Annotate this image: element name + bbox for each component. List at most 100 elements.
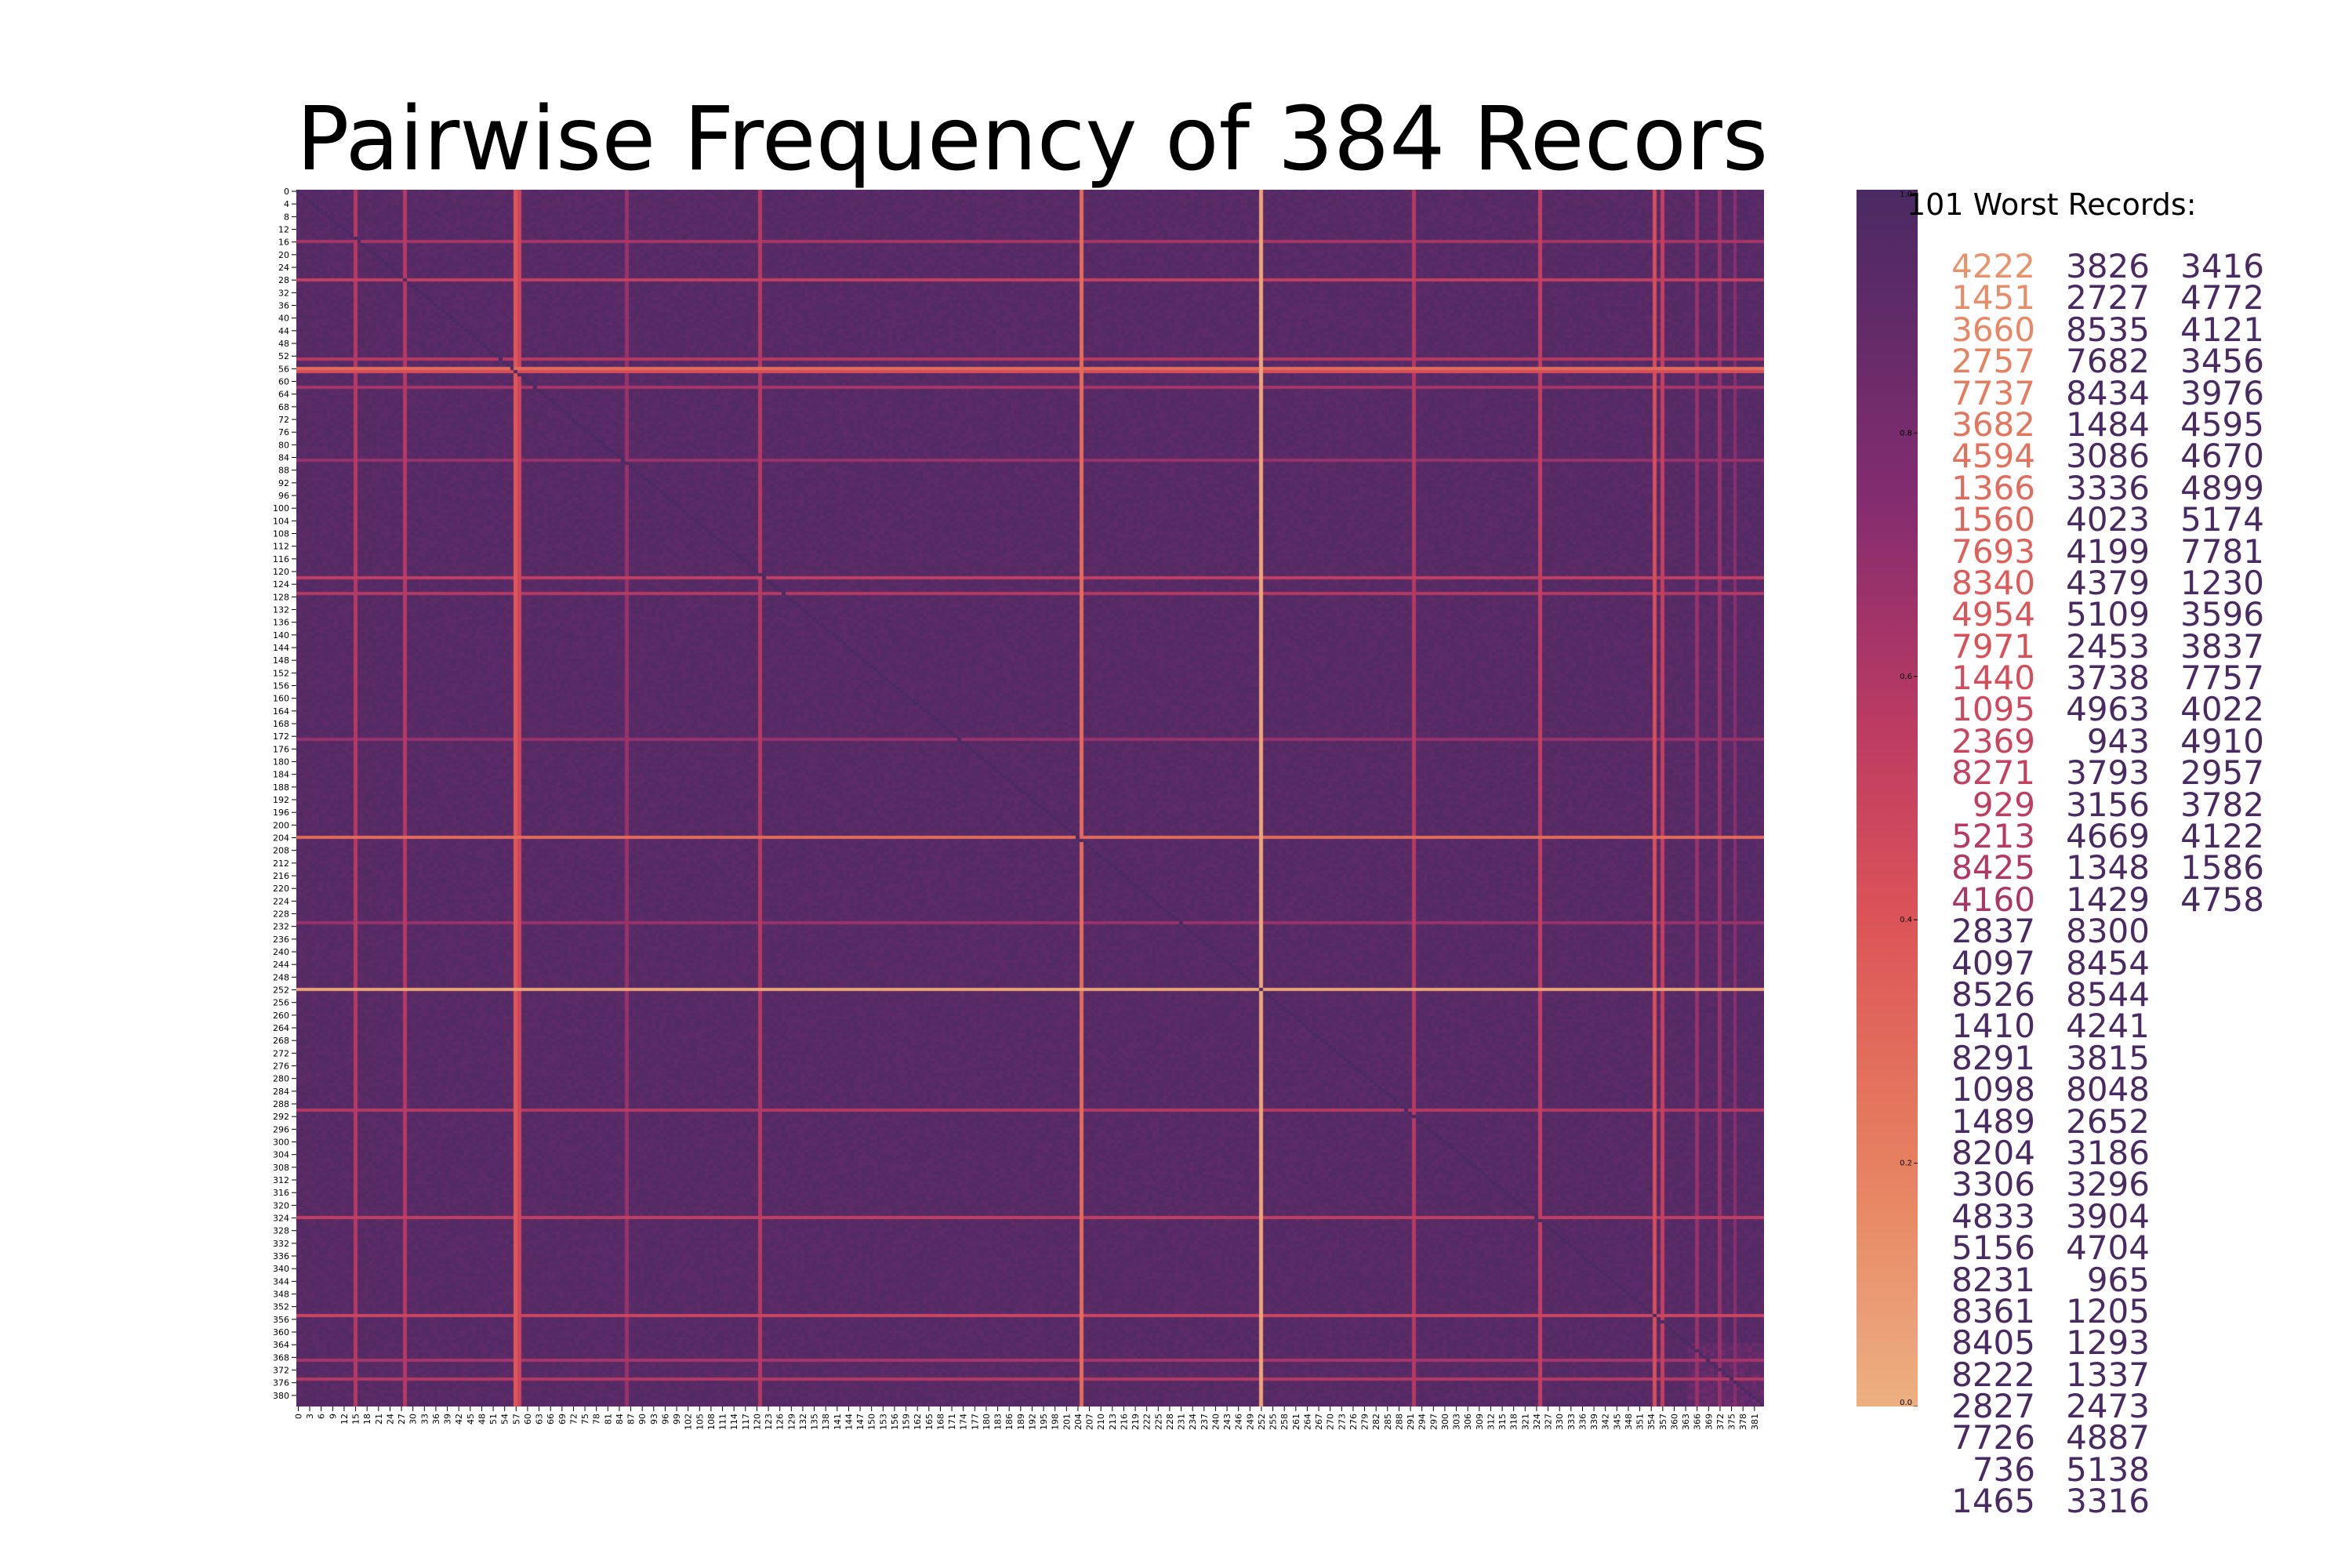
- y-tick-label: 292: [273, 1112, 289, 1122]
- legend-item: 5213: [1951, 817, 2035, 856]
- x-tick-label: 132: [798, 1414, 808, 1430]
- y-tick-label: 152: [273, 668, 289, 678]
- legend-column-1: 4222 1451 3660 2757 7737 3682 4594 1366 1560 7693…: [1941, 247, 2035, 1518]
- legend-item: 1429: [2066, 880, 2150, 919]
- y-tick-label: 264: [273, 1023, 289, 1033]
- x-tick-label: 165: [924, 1414, 935, 1430]
- x-tick-label: 330: [1555, 1414, 1565, 1430]
- legend-item: 3793: [2066, 753, 2150, 793]
- x-tick-label: 15: [351, 1414, 361, 1425]
- y-tick-label: 240: [273, 947, 289, 957]
- y-tick-label: 192: [273, 795, 289, 805]
- y-tick-label: 48: [278, 339, 289, 349]
- legend-item: 2727: [2066, 278, 2150, 318]
- legend-item: 7757: [2180, 659, 2264, 698]
- legend-item: 4121: [2180, 310, 2264, 349]
- legend-item: 1095: [1951, 690, 2035, 729]
- y-tick-label: 12: [278, 225, 289, 235]
- x-tick-label: 6: [317, 1414, 327, 1419]
- x-tick-label: 162: [913, 1414, 923, 1430]
- x-tick-label: 339: [1589, 1414, 1599, 1430]
- y-tick-label: 336: [273, 1251, 289, 1261]
- x-tick-label: 153: [878, 1414, 888, 1430]
- legend-item: 1451: [1951, 278, 2035, 318]
- x-tick-label: 21: [374, 1414, 384, 1425]
- x-tick-label: 30: [408, 1414, 419, 1425]
- x-tick-label: 78: [592, 1414, 602, 1425]
- legend-item: 7781: [2180, 532, 2264, 571]
- y-tick-label: 32: [278, 288, 289, 298]
- x-tick-label: 318: [1509, 1414, 1519, 1430]
- colorbar: 0.0 0.2 0.4 0.6 0.8 1.0: [1857, 190, 1918, 1406]
- legend-item: 8434: [2066, 373, 2150, 412]
- y-tick-label: 88: [278, 466, 289, 476]
- y-tick-label: 300: [273, 1138, 289, 1148]
- x-tick-label: 354: [1646, 1414, 1657, 1430]
- y-tick-label: 316: [273, 1188, 289, 1198]
- x-tick-label: 135: [810, 1414, 820, 1430]
- x-tick-label: 309: [1475, 1414, 1485, 1430]
- x-tick-label: 381: [1750, 1414, 1760, 1430]
- x-tick-label: 9: [328, 1414, 338, 1419]
- x-tick-label: 225: [1153, 1414, 1163, 1430]
- x-tick-label: 33: [419, 1414, 430, 1425]
- legend-item: 8291: [1951, 1038, 2035, 1077]
- x-tick-label: 174: [959, 1414, 969, 1430]
- legend-item: 8361: [1951, 1291, 2035, 1330]
- x-tick-label: 93: [649, 1414, 659, 1425]
- y-tick-label: 376: [273, 1378, 289, 1388]
- legend-item: 3456: [2180, 342, 2264, 381]
- legend-item: 3306: [1951, 1165, 2035, 1204]
- x-tick-label: 231: [1177, 1414, 1187, 1430]
- legend-item: 4833: [1951, 1196, 2035, 1236]
- x-tick-label: 177: [970, 1414, 980, 1430]
- y-tick-label: 172: [273, 731, 289, 742]
- x-tick-label: 105: [695, 1414, 705, 1430]
- legend-item: 3738: [2066, 659, 2150, 698]
- legend-item: 3826: [2066, 247, 2150, 285]
- x-tick-label: 252: [1257, 1414, 1267, 1430]
- legend-item: 1484: [2066, 405, 2150, 444]
- x-tick-label: 120: [752, 1414, 762, 1430]
- legend-item: 4963: [2066, 690, 2150, 729]
- x-tick-label: 342: [1601, 1414, 1611, 1430]
- y-tick-label: 296: [273, 1124, 289, 1134]
- legend-item: 2827: [1951, 1387, 2035, 1426]
- legend-item: 3416: [2180, 247, 2264, 285]
- x-tick-label: 366: [1693, 1414, 1703, 1430]
- legend-item: 929: [1972, 785, 2035, 824]
- x-tick-label: 288: [1394, 1414, 1404, 1430]
- y-tick-label: 116: [273, 554, 289, 564]
- y-tick-label: 176: [273, 744, 289, 754]
- legend-item: 1205: [2066, 1291, 2150, 1330]
- y-tick-label: 212: [273, 858, 289, 869]
- legend-item: 4222: [1951, 247, 2035, 285]
- legend-item: 8544: [2066, 975, 2150, 1014]
- x-tick-label: 378: [1738, 1414, 1748, 1430]
- x-tick-label: 300: [1440, 1414, 1450, 1430]
- y-tick-label: 92: [278, 478, 289, 488]
- legend-item: 4160: [1951, 880, 2035, 919]
- y-tick-label: 80: [278, 440, 289, 450]
- legend-item: 1560: [1951, 500, 2035, 539]
- x-tick-label: 282: [1371, 1414, 1381, 1430]
- x-tick-label: 297: [1428, 1414, 1439, 1430]
- x-tick-label: 0: [293, 1414, 303, 1419]
- y-tick-label: 184: [273, 770, 289, 780]
- x-tick-label: 306: [1463, 1414, 1473, 1430]
- x-tick-label: 75: [580, 1414, 590, 1425]
- legend-item: 1366: [1951, 468, 2035, 507]
- x-tick-label: 183: [993, 1414, 1004, 1430]
- y-tick-label: 228: [273, 909, 289, 920]
- legend-item: 4887: [2066, 1418, 2150, 1457]
- legend-item: 4758: [2180, 880, 2264, 919]
- x-tick-label: 156: [890, 1414, 900, 1430]
- legend-item: 736: [1972, 1450, 2035, 1489]
- x-tick-label: 327: [1544, 1414, 1554, 1430]
- x-tick-label: 198: [1051, 1414, 1061, 1430]
- x-tick-label: 84: [615, 1414, 625, 1425]
- legend-item: 4595: [2180, 405, 2264, 444]
- legend-item: 4670: [2180, 437, 2264, 476]
- x-tick-label: 66: [546, 1414, 556, 1425]
- x-tick-label: 228: [1165, 1414, 1175, 1430]
